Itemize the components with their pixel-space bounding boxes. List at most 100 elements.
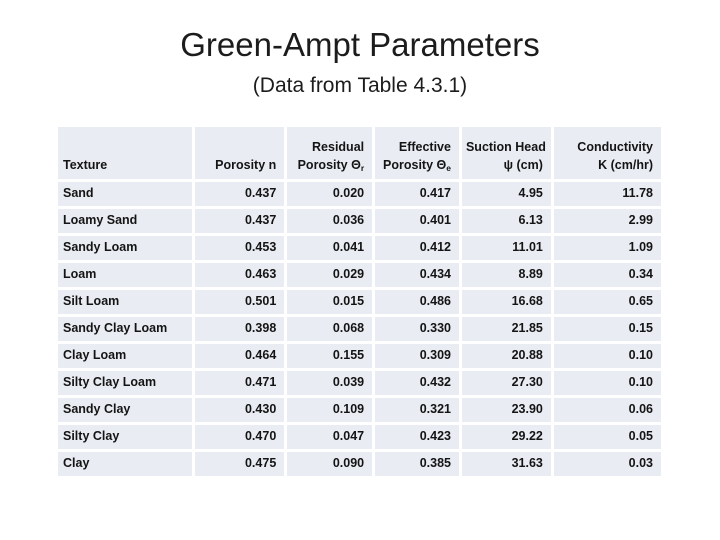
cell-effective-porosity: 0.412 xyxy=(375,236,459,261)
header-line2: Texture xyxy=(63,157,108,172)
cell-conductivity: 0.05 xyxy=(553,425,661,450)
cell-suction-head: 11.01 xyxy=(461,236,551,261)
cell-texture: Sandy Clay Loam xyxy=(58,317,193,342)
cell-suction-head: 8.89 xyxy=(461,263,551,288)
header-subscript: r xyxy=(360,162,365,173)
cell-porosity-n: 0.475 xyxy=(195,452,285,477)
cell-conductivity: 0.06 xyxy=(553,398,661,423)
cell-effective-porosity: 0.309 xyxy=(375,344,459,369)
cell-porosity-n: 0.501 xyxy=(195,290,285,315)
cell-texture: Loamy Sand xyxy=(58,209,193,234)
cell-conductivity: 0.34 xyxy=(553,263,661,288)
cell-residual-porosity: 0.068 xyxy=(287,317,373,342)
cell-texture: Loam xyxy=(58,263,193,288)
cell-effective-porosity: 0.401 xyxy=(375,209,459,234)
cell-conductivity: 1.09 xyxy=(553,236,661,261)
table-row: Silty Clay 0.470 0.047 0.423 29.22 0.05 xyxy=(58,425,661,450)
cell-porosity-n: 0.398 xyxy=(195,317,285,342)
header-line1: Effective xyxy=(398,140,451,155)
cell-effective-porosity: 0.417 xyxy=(375,182,459,207)
cell-texture: Clay xyxy=(58,452,193,477)
header-cell-suction-head: Suction Head ψ (cm) xyxy=(461,127,551,180)
header-cell-conductivity: Conductivity K (cm/hr) xyxy=(553,127,661,180)
header-line1: Conductivity xyxy=(577,140,653,155)
cell-conductivity: 2.99 xyxy=(553,209,661,234)
cell-suction-head: 4.95 xyxy=(461,182,551,207)
table-row: Sandy Clay Loam 0.398 0.068 0.330 21.85 0.15 xyxy=(58,317,661,342)
cell-effective-porosity: 0.330 xyxy=(375,317,459,342)
cell-residual-porosity: 0.090 xyxy=(287,452,373,477)
cell-suction-head: 20.88 xyxy=(461,344,551,369)
cell-residual-porosity: 0.109 xyxy=(287,398,373,423)
cell-residual-porosity: 0.029 xyxy=(287,263,373,288)
table-row: Sand 0.437 0.020 0.417 4.95 11.78 xyxy=(58,182,661,207)
table-row: Loam 0.463 0.029 0.434 8.89 0.34 xyxy=(58,263,661,288)
cell-porosity-n: 0.453 xyxy=(195,236,285,261)
header-line2: Porosity n xyxy=(215,157,277,172)
cell-effective-porosity: 0.321 xyxy=(375,398,459,423)
cell-conductivity: 0.15 xyxy=(553,317,661,342)
cell-suction-head: 31.63 xyxy=(461,452,551,477)
cell-residual-porosity: 0.036 xyxy=(287,209,373,234)
cell-suction-head: 21.85 xyxy=(461,317,551,342)
table-row: Clay Loam 0.464 0.155 0.309 20.88 0.10 xyxy=(58,344,661,369)
cell-residual-porosity: 0.155 xyxy=(287,344,373,369)
cell-porosity-n: 0.470 xyxy=(195,425,285,450)
cell-suction-head: 23.90 xyxy=(461,398,551,423)
cell-porosity-n: 0.437 xyxy=(195,209,285,234)
cell-conductivity: 0.65 xyxy=(553,290,661,315)
table-row: Loamy Sand 0.437 0.036 0.401 6.13 2.99 xyxy=(58,209,661,234)
cell-conductivity: 11.78 xyxy=(553,182,661,207)
header-line2: K (cm/hr) xyxy=(598,157,653,172)
table-body: Sand 0.437 0.020 0.417 4.95 11.78 Loamy Sand 0.… xyxy=(58,182,661,477)
cell-texture: Silt Loam xyxy=(58,290,193,315)
cell-suction-head: 16.68 xyxy=(461,290,551,315)
header-line1: Residual xyxy=(312,140,365,155)
cell-effective-porosity: 0.423 xyxy=(375,425,459,450)
cell-porosity-n: 0.463 xyxy=(195,263,285,288)
cell-effective-porosity: 0.486 xyxy=(375,290,459,315)
cell-residual-porosity: 0.041 xyxy=(287,236,373,261)
header-cell-texture: Texture xyxy=(58,127,193,180)
cell-texture: Sand xyxy=(58,182,193,207)
cell-porosity-n: 0.430 xyxy=(195,398,285,423)
table-row: Clay 0.475 0.090 0.385 31.63 0.03 xyxy=(58,452,661,477)
cell-residual-porosity: 0.015 xyxy=(287,290,373,315)
cell-texture: Silty Clay xyxy=(58,425,193,450)
cell-porosity-n: 0.437 xyxy=(195,182,285,207)
table-row: Silt Loam 0.501 0.015 0.486 16.68 0.65 xyxy=(58,290,661,315)
cell-porosity-n: 0.464 xyxy=(195,344,285,369)
table-row: Silty Clay Loam 0.471 0.039 0.432 27.30 0.10 xyxy=(58,371,661,396)
table-row: Sandy Clay 0.430 0.109 0.321 23.90 0.06 xyxy=(58,398,661,423)
cell-texture: Clay Loam xyxy=(58,344,193,369)
header-line2: Porosity Θ xyxy=(383,157,447,172)
cell-suction-head: 27.30 xyxy=(461,371,551,396)
cell-suction-head: 29.22 xyxy=(461,425,551,450)
slide-title: Green-Ampt Parameters xyxy=(180,26,540,63)
cell-effective-porosity: 0.434 xyxy=(375,263,459,288)
table-header-row: Texture Porosity n Residual Porosity Θr E… xyxy=(58,127,661,180)
cell-effective-porosity: 0.432 xyxy=(375,371,459,396)
header-line1: Suction Head xyxy=(465,140,546,155)
cell-conductivity: 0.10 xyxy=(553,344,661,369)
header-cell-residual-porosity: Residual Porosity Θr xyxy=(287,127,373,180)
header-line2: ψ (cm) xyxy=(503,157,543,172)
header-subscript: e xyxy=(446,162,451,173)
cell-texture: Sandy Clay xyxy=(58,398,193,423)
cell-conductivity: 0.10 xyxy=(553,371,661,396)
green-ampt-parameters-table: Texture Porosity n Residual Porosity Θr E… xyxy=(55,124,664,479)
cell-residual-porosity: 0.047 xyxy=(287,425,373,450)
cell-residual-porosity: 0.020 xyxy=(287,182,373,207)
cell-suction-head: 6.13 xyxy=(461,209,551,234)
cell-porosity-n: 0.471 xyxy=(195,371,285,396)
cell-residual-porosity: 0.039 xyxy=(287,371,373,396)
table-row: Sandy Loam 0.453 0.041 0.412 11.01 1.09 xyxy=(58,236,661,261)
slide-subtitle: (Data from Table 4.3.1) xyxy=(252,73,468,97)
cell-effective-porosity: 0.385 xyxy=(375,452,459,477)
header-cell-porosity-n: Porosity n xyxy=(195,127,285,180)
cell-texture: Sandy Loam xyxy=(58,236,193,261)
header-cell-effective-porosity: Effective Porosity Θe xyxy=(375,127,459,180)
cell-conductivity: 0.03 xyxy=(553,452,661,477)
cell-texture: Silty Clay Loam xyxy=(58,371,193,396)
